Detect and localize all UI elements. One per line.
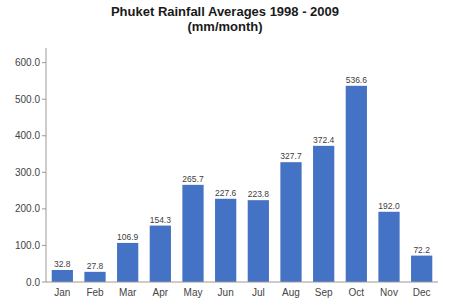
y-tick-label: 500.0 [15,94,40,105]
y-tick [42,282,46,283]
x-tick-label: Aug [282,287,300,298]
chart-svg: Phuket Rainfall Averages 1998 - 2009(mm/… [0,0,450,306]
y-tick-label: 100.0 [15,240,40,251]
y-tick [42,208,46,209]
y-tick-label: 0.0 [26,277,40,288]
y-tick [42,172,46,173]
data-label: 32.8 [54,259,71,269]
data-label: 106.9 [117,232,139,242]
y-tick-label: 400.0 [15,130,40,141]
data-label: 27.8 [87,261,104,271]
bar [117,243,138,282]
x-tick-label: Dec [413,287,431,298]
y-tick [42,135,46,136]
bar [378,212,399,282]
x-tick-label: Sep [315,287,333,298]
y-tick-label: 300.0 [15,167,40,178]
x-tick-label: Jan [54,287,70,298]
bar [215,199,236,282]
x-tick-label: Oct [349,287,365,298]
bar [313,146,334,282]
data-label: 536.6 [346,75,368,85]
y-tick [42,99,46,100]
x-tick-label: May [184,287,203,298]
y-tick-label: 200.0 [15,203,40,214]
data-label: 72.2 [413,245,430,255]
data-labels: 32.8 27.8 106.9 154.3 265.7 227.6 223.8 327.7 37… [54,75,430,271]
chart-container: Phuket Rainfall Averages 1998 - 2009(mm/… [0,0,450,306]
y-tick [42,245,46,246]
chart-title: Phuket Rainfall Averages 1998 - 2009(mm/… [111,4,339,34]
bar [280,162,301,282]
bar [52,270,73,282]
data-label: 223.8 [248,189,270,199]
bar [84,272,105,282]
x-axis-line [46,282,438,283]
y-axis-line [46,48,47,282]
bar [346,86,367,282]
data-label: 227.6 [215,188,237,198]
x-tick-label: Nov [380,287,398,298]
bar [182,185,203,282]
data-label: 192.0 [378,201,400,211]
x-axis: Jan Feb Mar Apr May Jun Jul Aug Sep Oct Nov Dec [46,282,438,298]
x-tick-label: Jul [252,287,265,298]
data-label: 372.4 [313,135,335,145]
y-tick-label: 600.0 [15,57,40,68]
x-tick-label: Mar [119,287,137,298]
bar [411,256,432,282]
data-label: 265.7 [182,174,204,184]
title-line: (mm/month) [187,19,262,34]
data-label: 154.3 [150,215,172,225]
x-tick-label: Feb [86,287,104,298]
data-label: 327.7 [280,151,302,161]
bars [52,86,433,282]
bar [150,226,171,282]
y-tick [42,62,46,63]
x-tick-label: Jun [218,287,234,298]
x-tick-label: Apr [153,287,169,298]
y-axis: 0.0 100.0 200.0 300.0 400.0 500.0 600.0 [15,48,46,288]
bar [248,200,269,282]
title-line: Phuket Rainfall Averages 1998 - 2009 [111,4,339,19]
